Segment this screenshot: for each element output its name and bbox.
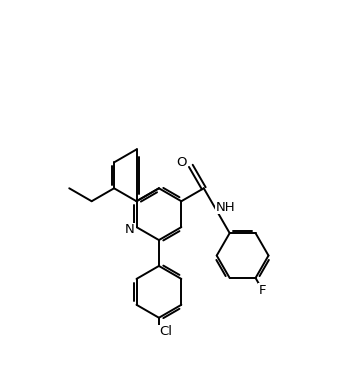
Text: N: N xyxy=(125,223,135,237)
Text: Cl: Cl xyxy=(159,325,172,338)
Text: O: O xyxy=(177,156,187,169)
Text: F: F xyxy=(259,284,266,297)
Text: NH: NH xyxy=(216,201,235,214)
